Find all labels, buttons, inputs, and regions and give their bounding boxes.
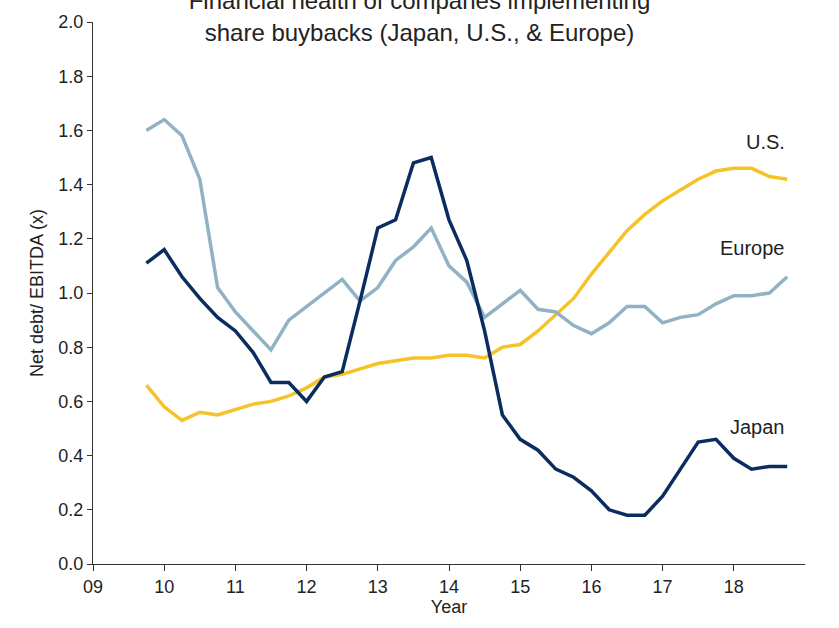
svg-text:18: 18 [724,577,744,597]
svg-text:0.4: 0.4 [58,446,83,466]
svg-text:11: 11 [226,577,245,597]
svg-text:12: 12 [297,577,317,597]
svg-text:10: 10 [154,577,174,597]
svg-text:Europe: Europe [720,237,785,259]
svg-text:1.0: 1.0 [58,283,83,303]
svg-text:17: 17 [653,577,673,597]
svg-text:1.4: 1.4 [58,175,83,195]
svg-text:16: 16 [581,577,601,597]
svg-text:1.8: 1.8 [58,67,83,87]
svg-text:0.2: 0.2 [58,500,83,520]
svg-text:0.8: 0.8 [58,338,83,358]
svg-text:09: 09 [83,577,103,597]
svg-text:14: 14 [439,577,459,597]
svg-text:U.S.: U.S. [746,131,785,153]
svg-text:Financial health of companes i: Financial health of companes implementin… [189,0,651,46]
svg-text:2.0: 2.0 [58,12,83,32]
svg-text:1.2: 1.2 [58,229,83,249]
svg-text:Year: Year [431,597,467,617]
svg-text:0.0: 0.0 [58,554,83,574]
svg-text:1.6: 1.6 [58,121,83,141]
svg-text:13: 13 [368,577,388,597]
svg-text:Net debt/ EBITDA (x): Net debt/ EBITDA (x) [27,209,47,377]
svg-text:15: 15 [510,577,530,597]
svg-text:0.6: 0.6 [58,392,83,412]
svg-text:Japan: Japan [730,416,785,438]
